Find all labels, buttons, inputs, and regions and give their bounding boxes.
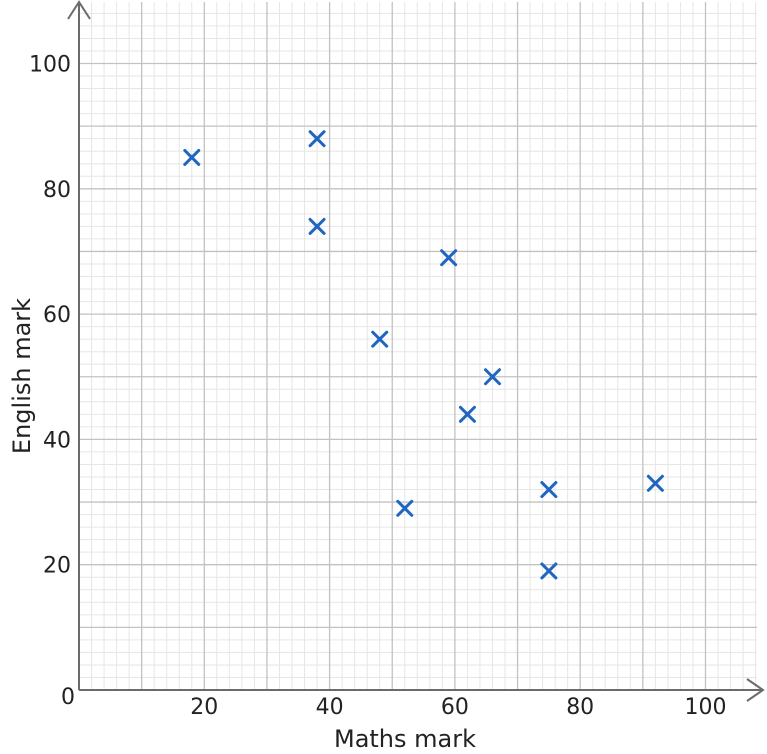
major-grid (79, 2, 757, 690)
y-tick-label: 100 (29, 53, 71, 78)
data-point-stroke (646, 474, 664, 492)
axes (67, 0, 765, 702)
x-axis-title: Maths mark (334, 725, 476, 753)
data-point (540, 481, 558, 499)
data-point (458, 405, 476, 423)
data-point (371, 330, 389, 348)
y-axis-title: English mark (8, 298, 36, 454)
data-point (308, 130, 326, 148)
x-tick-label: 40 (316, 695, 344, 720)
tick-labels: 20 40 60 80 100 20 40 60 80 100 (29, 53, 727, 721)
data-point-stroke (396, 499, 414, 517)
data-point-stroke (458, 405, 476, 423)
data-point-stroke (371, 330, 389, 348)
minor-grid (79, 2, 757, 690)
data-point-stroke (540, 562, 558, 580)
data-point-stroke (440, 249, 458, 267)
data-point (308, 217, 326, 235)
y-tick-label: 80 (43, 178, 71, 203)
y-tick-label: 40 (43, 428, 71, 453)
data-point-stroke (183, 148, 201, 166)
data-points (183, 130, 664, 580)
data-point-stroke (483, 368, 501, 386)
data-point (440, 249, 458, 267)
data-point (483, 368, 501, 386)
y-axis-arrow (67, 0, 91, 20)
x-tick-label: 60 (441, 695, 469, 720)
x-tick-label: 20 (190, 695, 218, 720)
x-tick-label: 80 (566, 695, 594, 720)
data-point (540, 562, 558, 580)
data-point (646, 474, 664, 492)
x-tick-label: 100 (685, 695, 727, 720)
y-tick-label: 20 (43, 554, 71, 579)
x-axis-arrow (746, 678, 765, 702)
data-point-stroke (308, 130, 326, 148)
data-point (183, 148, 201, 166)
data-point-stroke (540, 481, 558, 499)
origin-label: 0 (61, 685, 75, 710)
data-point (396, 499, 414, 517)
data-point-stroke (308, 217, 326, 235)
y-tick-label: 60 (43, 303, 71, 328)
